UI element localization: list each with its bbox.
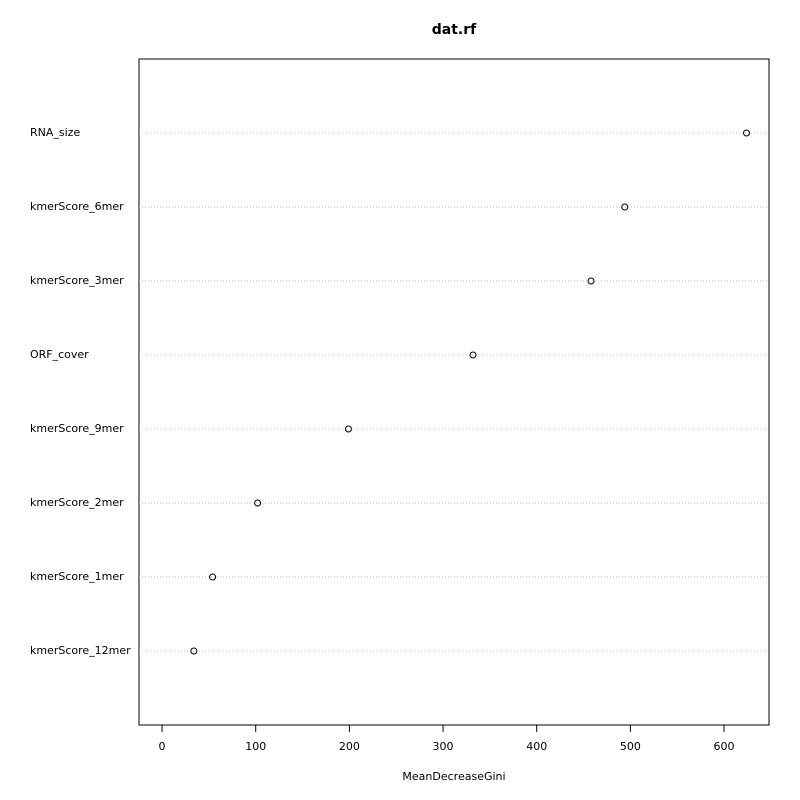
dot (344, 425, 352, 433)
dot (254, 499, 262, 507)
y-tick-label: kmerScore_9mer (30, 422, 124, 435)
y-tick-label: kmerScore_6mer (30, 200, 124, 213)
x-axis-label: MeanDecreaseGini (402, 770, 505, 783)
dot (190, 647, 198, 655)
x-tick-label: 500 (620, 740, 641, 753)
x-tick-label: 200 (339, 740, 360, 753)
dot (743, 129, 751, 137)
plot-frame (138, 58, 770, 726)
x-tick-label: 100 (245, 740, 266, 753)
y-tick-label: kmerScore_3mer (30, 274, 124, 287)
y-tick-label: RNA_size (30, 126, 80, 139)
x-tick-label: 600 (714, 740, 735, 753)
dot (209, 573, 217, 581)
x-tick-label: 400 (526, 740, 547, 753)
dot (587, 277, 595, 285)
y-tick-label: kmerScore_2mer (30, 496, 124, 509)
chart-title: dat.rf (432, 22, 477, 38)
dot (469, 351, 477, 359)
dot (621, 203, 629, 211)
x-tick-label: 0 (159, 740, 166, 753)
y-tick-label: kmerScore_1mer (30, 570, 124, 583)
x-tick-label: 300 (433, 740, 454, 753)
y-tick-label: ORF_cover (30, 348, 89, 361)
y-tick-label: kmerScore_12mer (30, 644, 131, 657)
